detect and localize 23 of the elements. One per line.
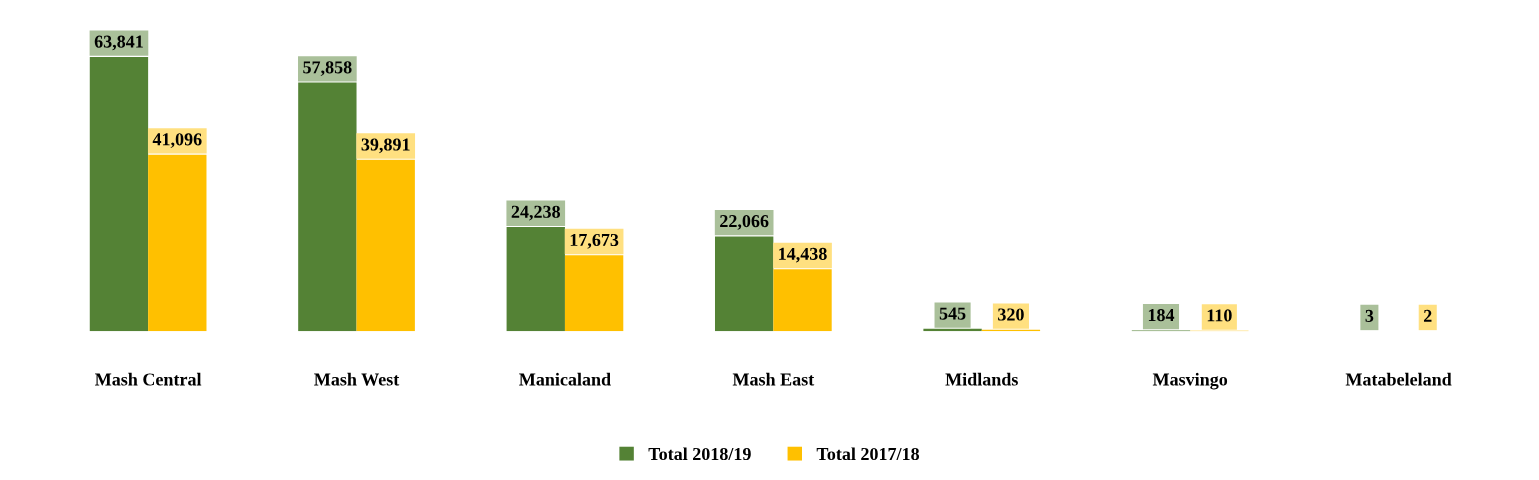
x-tick-label: Mash East (732, 372, 815, 386)
data-label: 545 (939, 307, 966, 320)
x-tick-label: Mash Central (95, 372, 202, 386)
x-tick-label: Manicaland (519, 372, 611, 386)
data-label: 17,673 (570, 233, 619, 249)
legend-label: Total 2018/19 (648, 447, 751, 461)
data-label: 2 (1423, 309, 1432, 322)
legend-label: Total 2017/18 (816, 447, 920, 461)
data-label: 22,066 (720, 214, 769, 230)
data-label: 41,096 (152, 133, 202, 149)
data-label: 57,858 (303, 61, 352, 77)
data-label: 24,238 (511, 205, 560, 221)
x-tick-label: Masvingo (1152, 372, 1228, 390)
data-label: 39,891 (361, 138, 410, 154)
data-label: 14,438 (779, 247, 827, 263)
data-label: 3 (1365, 309, 1374, 322)
data-label: 63,841 (94, 35, 143, 51)
x-tick-label: Midlands (945, 372, 1018, 386)
x-tick-label: Matabeleland (1345, 372, 1452, 386)
data-label: 110 (1207, 309, 1232, 322)
x-tick-label: Mash West (314, 372, 400, 386)
data-label: 320 (998, 308, 1024, 321)
data-label: 184 (1148, 309, 1175, 322)
